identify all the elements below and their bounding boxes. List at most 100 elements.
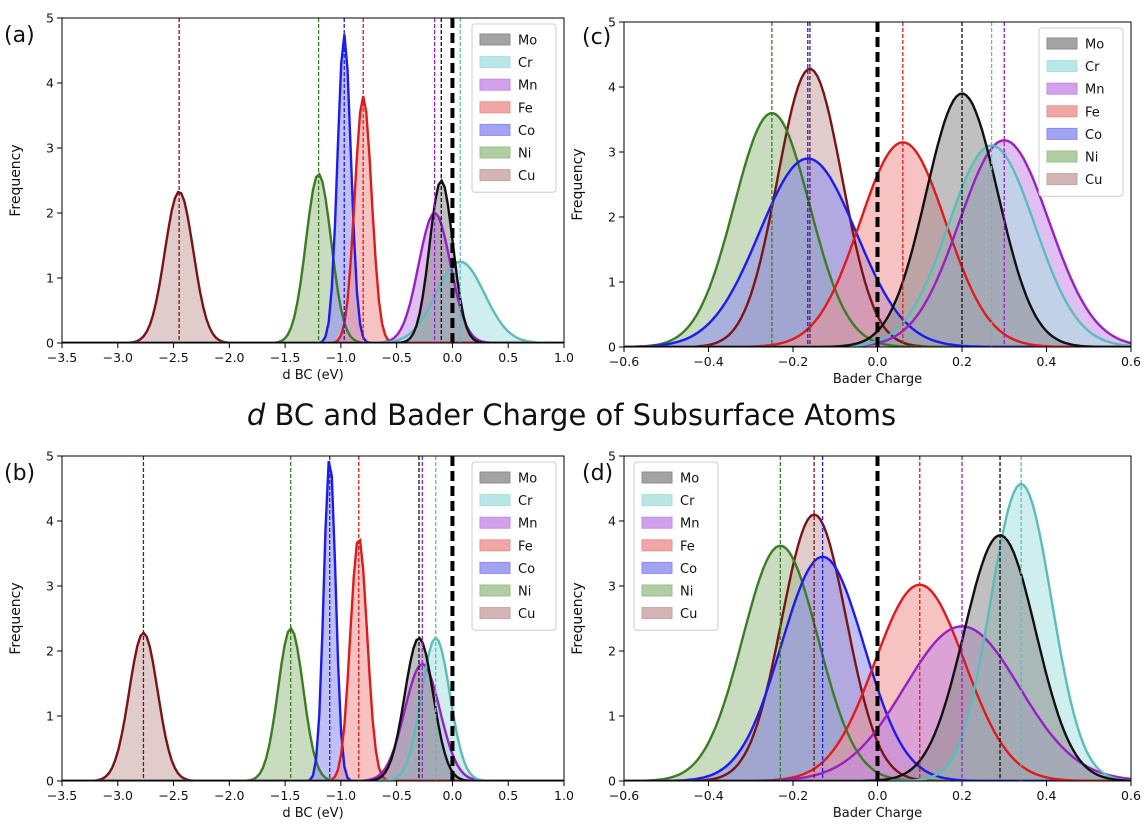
x-tick-label: 0.0 [442, 350, 462, 365]
plot-area [624, 22, 1131, 347]
x-tick-label: −0.2 [778, 788, 808, 803]
x-tick-label: −0.4 [693, 788, 723, 803]
curve-Cr [624, 482, 1131, 781]
x-tick-label: −2.5 [158, 788, 188, 803]
legend-swatch-Cr [479, 56, 511, 69]
y-tick-label: 3 [608, 145, 616, 160]
legend-label-Mn: Mn [680, 517, 699, 532]
y-tick-label: 1 [46, 709, 54, 724]
legend-label-Cu: Cu [518, 169, 535, 184]
legend-label-Fe: Fe [518, 101, 533, 116]
x-tick-label: −0.4 [693, 354, 723, 369]
legend-swatch-Co [1046, 127, 1078, 140]
x-tick-label: −0.6 [609, 788, 639, 803]
legend-label-Cu: Cu [1085, 173, 1102, 188]
y-tick-label: 1 [46, 271, 54, 286]
x-tick-label: 1.0 [554, 788, 574, 803]
legend-label-Mn: Mn [1085, 83, 1104, 98]
legend-swatch-Fe [1046, 105, 1078, 118]
legend-swatch-Mn [641, 516, 673, 529]
x-tick-label: −0.5 [381, 788, 411, 803]
legend-swatch-Mn [479, 516, 511, 529]
legend-label-Mo: Mo [518, 472, 537, 487]
x-tick-label: −3.5 [47, 350, 77, 365]
x-axis-label: d BC (eV) [282, 368, 343, 383]
legend-label-Fe: Fe [1085, 105, 1100, 120]
legend-label-Co: Co [518, 124, 535, 139]
x-axis-label: d BC (eV) [282, 806, 343, 821]
legend-label-Ni: Ni [1085, 151, 1098, 166]
legend-swatch-Mo [641, 471, 673, 484]
figure-title-rest: BC and Bader Charge of Subsurface Atoms [265, 398, 897, 432]
legend-label-Mo: Mo [680, 472, 699, 487]
y-axis-label: Frequency [8, 144, 24, 216]
legend-label-Cr: Cr [518, 56, 533, 71]
y-tick-label: 0 [608, 340, 616, 355]
legend-label-Fe: Fe [518, 539, 533, 554]
legend-swatch-Cu [1046, 173, 1078, 186]
legend-label-Co: Co [680, 562, 697, 577]
legend-swatch-Co [479, 123, 511, 136]
y-tick-label: 4 [46, 514, 54, 529]
x-tick-label: 1.0 [554, 350, 574, 365]
area-Mo [62, 638, 564, 781]
y-axis-label: Frequency [570, 582, 586, 654]
y-tick-label: 2 [608, 644, 616, 659]
y-tick-label: 2 [608, 210, 616, 225]
curve-Ni [62, 626, 564, 781]
x-tick-label: −0.5 [381, 350, 411, 365]
y-tick-label: 4 [46, 76, 54, 91]
legend-label-Ni: Ni [518, 147, 531, 162]
legend-label-Fe: Fe [680, 539, 695, 554]
x-tick-label: 0.4 [1037, 788, 1057, 803]
curve-Cu [62, 630, 564, 781]
legend-swatch-Cu [641, 607, 673, 620]
legend-label-Cr: Cr [518, 494, 533, 509]
y-axis-label: Frequency [8, 582, 24, 654]
x-tick-label: −3.0 [103, 350, 133, 365]
x-axis-label: Bader Charge [833, 806, 922, 821]
chart-panel-a: −3.5 −3.0 −2.5 −2.0 −1.5 −1.0 −0.5 0.0 0.5 1.0 0 1 2… [4, 11, 574, 384]
legend-label-Mn: Mn [518, 79, 537, 94]
y-tick-label: 0 [46, 336, 54, 351]
panel-label: (a) [4, 23, 35, 48]
x-tick-label: −1.5 [270, 350, 300, 365]
curve-Cu [62, 190, 564, 343]
chart-panel-d: −0.6 −0.4 −0.2 0.0 0.2 0.4 0.6 0 1 2 3 4 5 Bader Char… [570, 449, 1141, 822]
legend-label-Cu: Cu [518, 607, 535, 622]
y-axis-label: Frequency [570, 148, 586, 220]
legend: Mo Cr Mn Fe Co Ni Cu [471, 461, 557, 631]
legend-swatch-Ni [479, 584, 511, 597]
x-tick-label: 0.0 [868, 354, 888, 369]
y-tick-label: 0 [46, 774, 54, 789]
area-Co [624, 158, 1131, 347]
legend-label-Cr: Cr [680, 494, 695, 509]
x-tick-label: 0.4 [1037, 354, 1057, 369]
x-tick-label: 0.6 [1121, 788, 1141, 803]
legend-swatch-Co [641, 561, 673, 574]
x-tick-label: −1.0 [326, 788, 356, 803]
y-tick-label: 1 [608, 275, 616, 290]
legend-swatch-Mn [1046, 82, 1078, 95]
chart-panel-b: −3.5 −3.0 −2.5 −2.0 −1.5 −1.0 −0.5 0.0 0.5 1.0 0 1 2… [4, 449, 574, 822]
legend-swatch-Mo [1046, 37, 1078, 50]
curve-Ni [62, 172, 564, 343]
legend-label-Cu: Cu [680, 607, 697, 622]
plot-frame [61, 17, 565, 344]
area-Ni [624, 545, 1131, 781]
legend-swatch-Cu [479, 607, 511, 620]
x-tick-label: 0.6 [1121, 354, 1141, 369]
curve-Co [62, 460, 564, 781]
legend-swatch-Fe [479, 539, 511, 552]
x-tick-label: −2.0 [214, 788, 244, 803]
legend-label-Ni: Ni [518, 585, 531, 600]
y-tick-label: 1 [608, 709, 616, 724]
x-tick-label: 0.0 [442, 788, 462, 803]
x-tick-label: −1.5 [270, 788, 300, 803]
plot-area [624, 456, 1131, 781]
legend-label-Cr: Cr [1085, 60, 1100, 75]
figure-title-italic: d [246, 398, 266, 432]
legend-swatch-Cr [479, 494, 511, 507]
x-tick-label: 0.5 [498, 788, 518, 803]
x-tick-label: 0.2 [952, 354, 972, 369]
